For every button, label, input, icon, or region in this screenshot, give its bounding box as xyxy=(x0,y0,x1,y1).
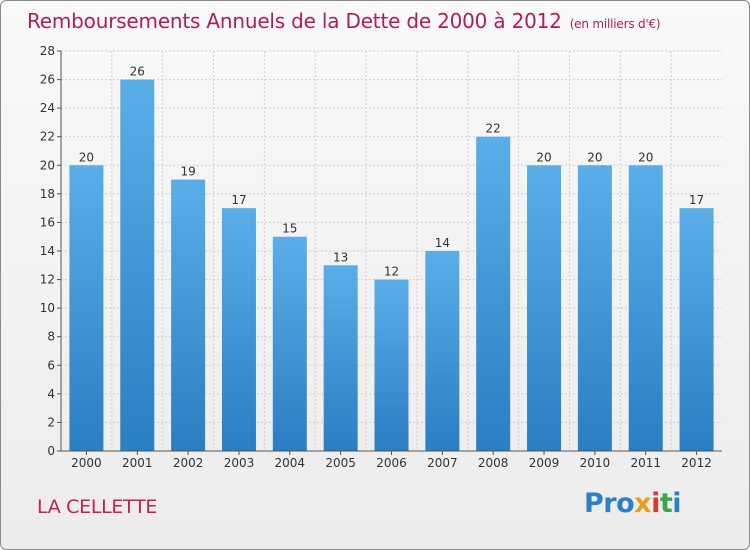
y-tick-label: 20 xyxy=(40,158,55,172)
x-tick-label: 2009 xyxy=(529,456,560,470)
y-tick-label: 18 xyxy=(40,187,55,201)
x-tick-label: 2003 xyxy=(224,456,255,470)
bar-value-label: 20 xyxy=(638,150,653,164)
bar-value-label: 13 xyxy=(333,250,348,264)
bar xyxy=(374,279,409,451)
bar xyxy=(221,208,256,451)
bar xyxy=(323,265,358,451)
bar-value-label: 14 xyxy=(435,236,450,250)
bar xyxy=(628,165,663,452)
x-tick-label: 2005 xyxy=(325,456,356,470)
bar xyxy=(171,179,206,452)
y-tick-label: 28 xyxy=(40,44,55,58)
y-tick-label: 2 xyxy=(47,415,55,429)
bar xyxy=(679,208,714,451)
y-tick-label: 24 xyxy=(40,101,55,115)
y-tick-label: 12 xyxy=(40,273,55,287)
bar-value-label: 22 xyxy=(486,122,501,136)
grid-lines xyxy=(61,50,722,451)
y-tick-label: 22 xyxy=(40,130,55,144)
bar-value-label: 19 xyxy=(180,165,195,179)
bar-value-label: 20 xyxy=(79,150,94,164)
x-tick-label: 2001 xyxy=(122,456,153,470)
chart-title-text: Remboursements Annuels de la Dette de 20… xyxy=(27,9,562,33)
y-tick-label: 26 xyxy=(40,73,55,87)
x-tick-label: 2004 xyxy=(275,456,306,470)
chart-title: Remboursements Annuels de la Dette de 20… xyxy=(27,9,661,33)
x-tick-label: 2010 xyxy=(580,456,611,470)
bar-value-label: 17 xyxy=(689,193,704,207)
y-tick-label: 6 xyxy=(47,358,55,372)
commune-name: LA CELLETTE xyxy=(37,496,158,518)
bar-value-label: 26 xyxy=(130,65,145,79)
bar-value-label: 17 xyxy=(231,193,246,207)
x-tick-label: 2000 xyxy=(71,456,102,470)
bar-value-label: 12 xyxy=(384,265,399,279)
bar xyxy=(577,165,612,452)
y-tick-label: 0 xyxy=(47,444,55,458)
y-tick-label: 4 xyxy=(47,387,55,401)
x-tick-label: 2006 xyxy=(376,456,407,470)
bars xyxy=(69,79,714,452)
y-tick-label: 10 xyxy=(40,301,55,315)
labels: 0246810121416182022242628202000262001192… xyxy=(40,44,712,470)
bar xyxy=(476,136,511,451)
bar-value-label: 20 xyxy=(536,150,551,164)
y-tick-label: 16 xyxy=(40,215,55,229)
x-tick-label: 2012 xyxy=(681,456,712,470)
bar xyxy=(425,251,460,451)
bar xyxy=(69,165,104,452)
chart-unit: (en milliers d'€) xyxy=(569,17,661,31)
bar xyxy=(120,79,155,452)
x-tick-label: 2008 xyxy=(478,456,509,470)
bar xyxy=(527,165,562,452)
x-tick-label: 2002 xyxy=(173,456,204,470)
proxiti-logo: Proxiti xyxy=(584,488,682,519)
y-tick-label: 8 xyxy=(47,330,55,344)
axes xyxy=(57,50,722,455)
x-tick-label: 2011 xyxy=(630,456,661,470)
bar xyxy=(272,236,307,451)
bar-value-label: 20 xyxy=(587,150,602,164)
x-tick-label: 2007 xyxy=(427,456,458,470)
bar-value-label: 15 xyxy=(282,222,297,236)
y-tick-label: 14 xyxy=(40,244,55,258)
